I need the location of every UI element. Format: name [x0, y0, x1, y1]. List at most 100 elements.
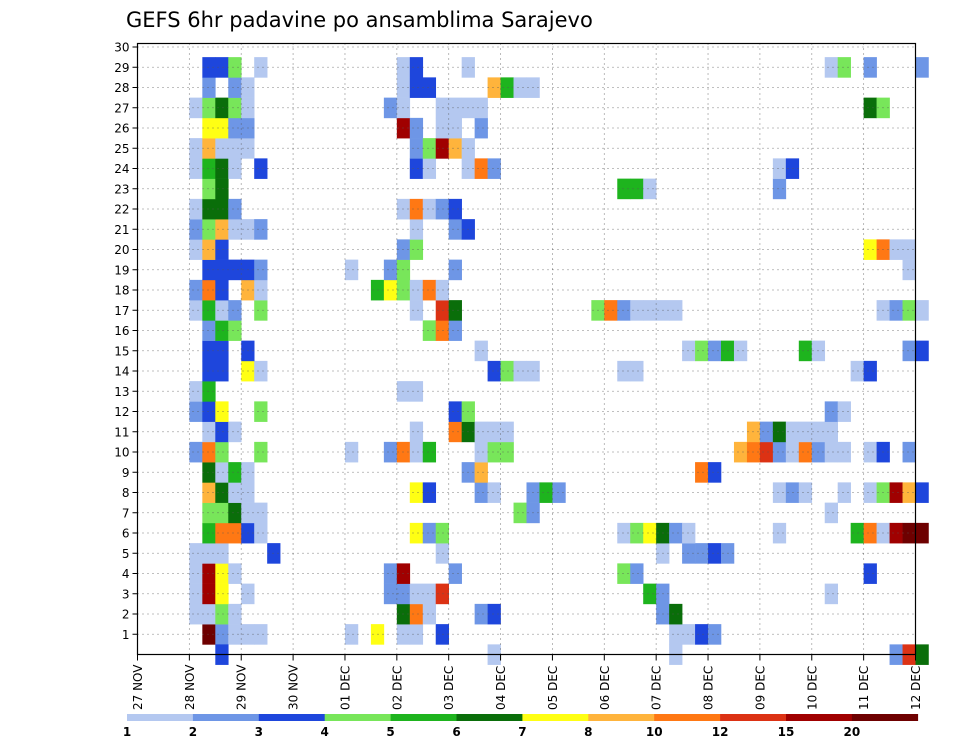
heatmap-cell — [254, 300, 268, 321]
y-tick-label: 12 — [114, 405, 129, 419]
heatmap-cell — [422, 77, 437, 98]
heatmap-cell — [409, 624, 424, 645]
heatmap-cell — [215, 158, 229, 179]
heatmap-cell — [228, 259, 242, 281]
heatmap-cell — [474, 117, 488, 139]
heatmap-cell — [189, 381, 203, 402]
heatmap-cell — [409, 158, 424, 179]
heatmap-cell — [500, 441, 514, 463]
heatmap-cell — [215, 320, 229, 341]
heatmap-cell — [383, 279, 398, 301]
x-tick-label: 08 DEC — [702, 666, 716, 710]
heatmap-cell — [189, 441, 203, 463]
heatmap-cell — [202, 117, 216, 139]
heatmap-cell — [474, 462, 488, 483]
heatmap-cell — [254, 279, 268, 301]
colorbar-swatch — [786, 714, 853, 721]
heatmap-cell — [513, 360, 527, 382]
heatmap-cell — [202, 502, 216, 524]
heatmap-cell — [643, 583, 657, 605]
heatmap-cell — [487, 77, 501, 98]
heatmap-cell — [189, 138, 203, 159]
heatmap-cell — [669, 300, 683, 321]
heatmap-cell — [474, 158, 488, 179]
y-tick-label: 18 — [114, 284, 129, 298]
colorbar-label: 12 — [712, 725, 729, 739]
heatmap-cell — [798, 441, 813, 463]
x-tick-label: 27 NOV — [131, 664, 145, 710]
y-tick-label: 4 — [122, 567, 130, 581]
heatmap-cell — [254, 522, 268, 544]
heatmap-cell — [228, 97, 242, 119]
heatmap-cell — [228, 624, 242, 645]
heatmap-cell — [448, 563, 462, 584]
heatmap-cell — [344, 624, 359, 645]
heatmap-cell — [202, 482, 216, 503]
heatmap-cell — [189, 401, 203, 422]
heatmap-cell — [215, 401, 229, 422]
heatmap-cell — [228, 117, 242, 139]
x-tick-label: 04 DEC — [494, 666, 508, 710]
heatmap-cell — [772, 421, 787, 443]
colorbar-swatch — [654, 714, 721, 721]
heatmap-cell — [837, 57, 851, 78]
colorbar: 1 2 3 4 5 6 7 8 10 12 15 20 — [123, 714, 919, 739]
plot-frame — [136, 42, 917, 656]
heatmap-cell — [228, 219, 242, 240]
heatmap-cell — [617, 178, 631, 200]
heatmap-cell — [189, 158, 203, 179]
heatmap-cell — [189, 239, 203, 260]
heatmap-cell — [643, 522, 657, 544]
heatmap-cell — [344, 441, 359, 463]
heatmap-cell — [228, 320, 242, 341]
y-tick-label: 20 — [114, 243, 129, 257]
heatmap-cell — [902, 239, 916, 260]
y-tick-label: 30 — [114, 41, 129, 55]
heatmap-cell — [228, 77, 242, 98]
heatmap-cell — [189, 219, 203, 240]
heatmap-cell — [409, 77, 424, 98]
heatmap-cell — [228, 462, 242, 483]
heatmap-cell — [617, 360, 631, 382]
heatmap-cell — [902, 441, 916, 463]
heatmap-cell — [189, 97, 203, 119]
heatmap-cell — [215, 198, 229, 220]
heatmap-cell — [902, 259, 916, 281]
heatmap-cell — [202, 259, 216, 281]
heatmap-cell — [215, 421, 229, 443]
heatmap-cell — [630, 563, 644, 584]
heatmap-cell — [202, 421, 216, 443]
y-tick-label: 19 — [114, 263, 129, 277]
heatmap-cell — [254, 441, 268, 463]
heatmap-cell — [682, 340, 696, 362]
heatmap-cell — [448, 421, 462, 443]
heatmap-cell — [824, 401, 838, 422]
heatmap-cell — [228, 603, 242, 625]
heatmap-cell — [785, 158, 800, 179]
heatmap-cell — [915, 482, 929, 503]
heatmap-cell — [409, 441, 424, 463]
heatmap-cell — [409, 117, 424, 139]
heatmap-cell — [448, 320, 462, 341]
heatmap-cell — [202, 441, 216, 463]
heatmap-cell — [215, 624, 229, 645]
colorbar-label: 7 — [518, 725, 526, 739]
y-tick-label: 25 — [114, 142, 129, 156]
colorbar-label: 20 — [844, 725, 861, 739]
heatmap-cell — [695, 462, 709, 483]
heatmap-cell — [383, 259, 398, 281]
heatmap-cell — [202, 563, 216, 584]
heatmap-cell — [215, 482, 229, 503]
heatmap-cell — [215, 583, 229, 605]
heatmap-cell — [837, 401, 851, 422]
heatmap-cell — [202, 158, 216, 179]
colorbar-swatch — [324, 714, 391, 721]
colorbar-label: 10 — [646, 725, 663, 739]
heatmap-cell — [383, 583, 398, 605]
heatmap-cell — [422, 138, 437, 159]
y-tick-label: 14 — [114, 365, 129, 379]
axis-ticks: 1234567891011121314151617181920212223242… — [114, 41, 923, 711]
heatmap-cell — [409, 421, 424, 443]
heatmap-cell — [202, 462, 216, 483]
y-tick-label: 2 — [122, 608, 130, 622]
